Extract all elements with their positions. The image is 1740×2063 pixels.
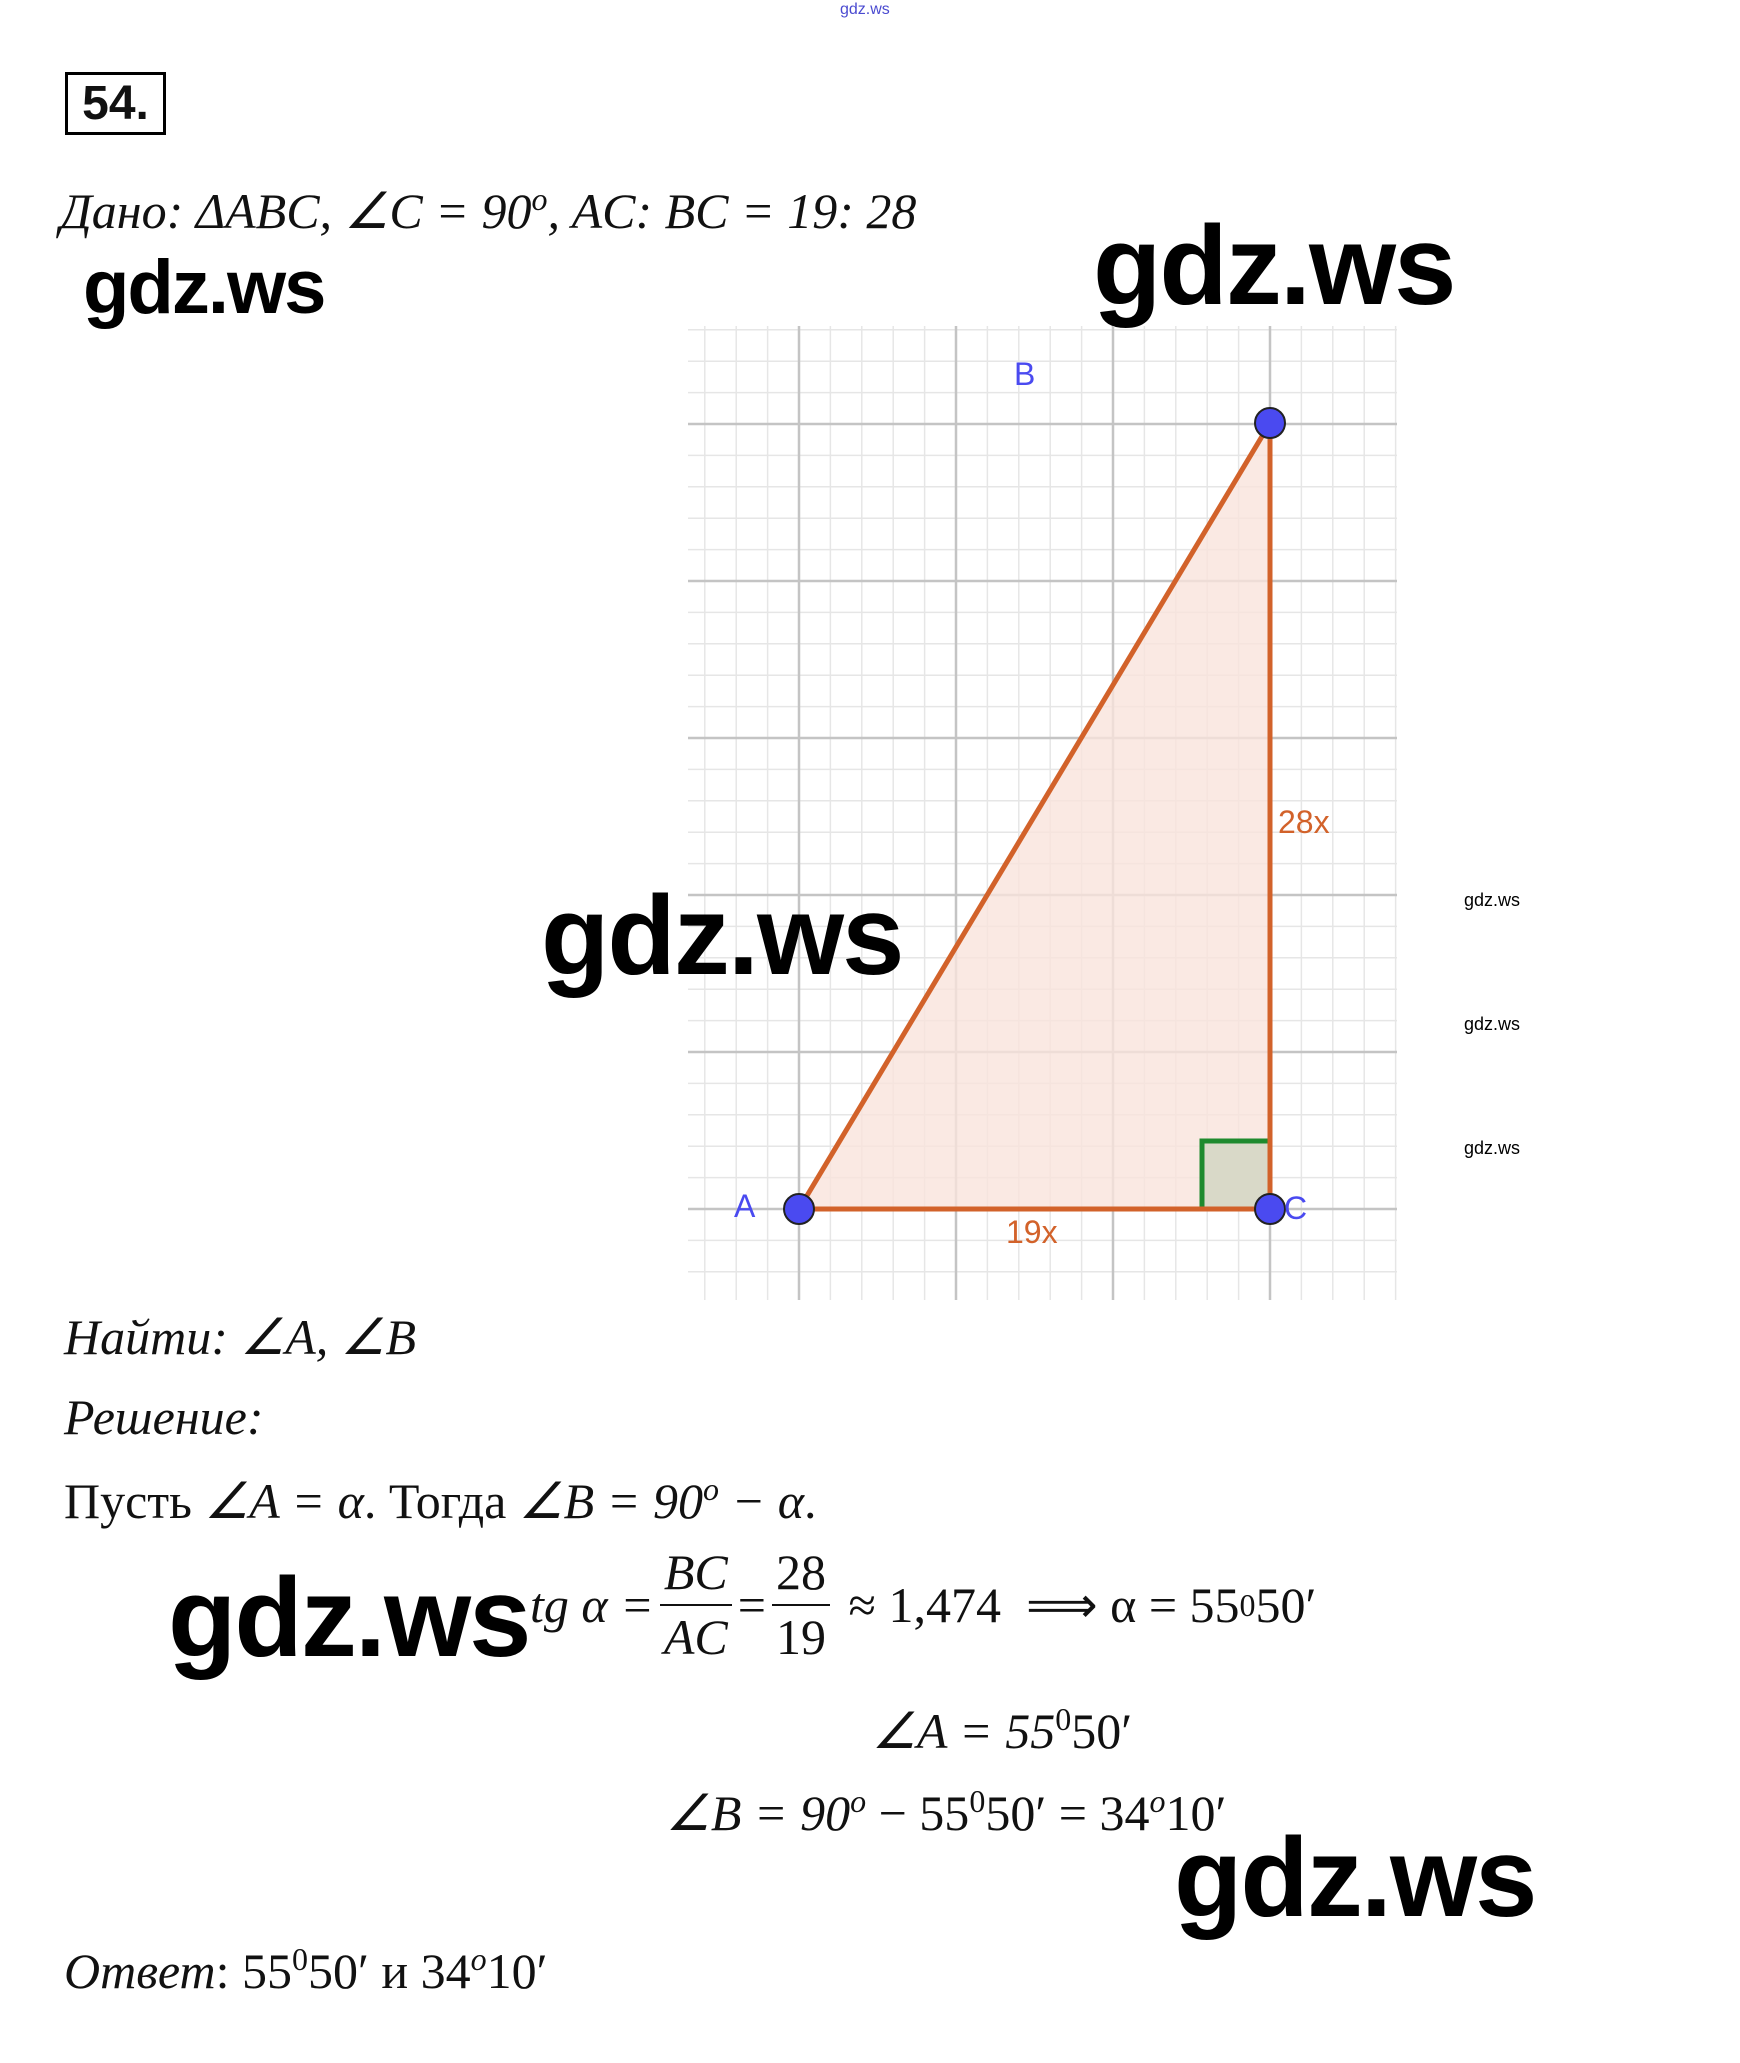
side-ab [796,421,1273,1211]
given-line: Дано: ΔABC, ∠C = 90o, AC: BC = 19: 28 [60,183,916,236]
label-a: A [734,1188,756,1224]
label-side-bc: 28x [1278,804,1330,840]
watermark-bottom-right: gdz.ws [1174,1815,1537,1940]
solution-colon: : [246,1389,264,1445]
given-text: : ΔABC, ∠C = 90 [166,183,532,239]
angle-b-t3: 50′ = 34 [985,1785,1150,1841]
angle-a-line: ∠A = 55050′ [872,1703,1132,1756]
answer-line: Ответ: 55050′ и 34o10′ [64,1943,548,1996]
angle-b-line: ∠B = 90o − 55050′ = 34o10′ [666,1785,1226,1838]
answer-label: Ответ [64,1943,216,1999]
angle-a-sup: 0 [1055,1701,1072,1737]
point-a [783,1193,815,1225]
watermark-side-3: gdz.ws [1464,1138,1521,1158]
fraction-bc-ac: BC AC [659,1544,732,1665]
answer-t1: : 55 [215,1943,292,1999]
answer-t3: 10′ [486,1943,548,1999]
fraction-28-19: 28 19 [772,1545,830,1665]
find-label: Найти [64,1309,212,1365]
answer-s1: 0 [291,1941,308,1977]
label-c: C [1284,1190,1308,1226]
watermark-left-top: gdz.ws [83,245,326,330]
watermark-side-1: gdz.ws [1464,890,1521,910]
watermark-right-top: gdz.ws [1093,203,1456,328]
problem-number: 54. [65,72,166,135]
find-line: Найти: ∠A, ∠B [64,1312,416,1362]
watermark-top: gdz.ws [840,1,890,18]
angle-a-text: ∠A = 55 [872,1703,1056,1759]
angle-b-s2: 0 [969,1783,986,1819]
angle-b-t1: ∠B = 90 [666,1785,851,1841]
watermark-center: gdz.ws [541,873,904,998]
given-label: Дано [60,183,167,239]
given-sup: o [531,181,548,217]
point-b [1254,407,1286,439]
solution-label: Решение [64,1389,247,1445]
let-sup: o [702,1471,719,1507]
find-text: : ∠A, ∠B [211,1309,417,1365]
watermark-formula-left: gdz.ws [168,1555,531,1680]
angle-b-t2: − 55 [866,1785,970,1841]
angle-a-rest: 50′ [1071,1703,1133,1759]
let-p2: ∠A = α [204,1473,364,1529]
triangle-figure [688,326,1397,1300]
label-side-ac: 19x [1006,1214,1058,1250]
let-p5: − α [718,1473,804,1529]
let-p6: . [803,1473,817,1529]
let-line: Пусть ∠A = α. Тогда ∠B = 90o − α. [64,1473,816,1526]
denominator: 19 [776,1609,826,1665]
angle-b-s1: o [850,1783,867,1819]
angle-b-s3: o [1149,1783,1166,1819]
tg-approx: ≈ 1,474 ⟹ α = 55 [836,1577,1240,1633]
let-p4: ∠B = 90 [518,1473,703,1529]
tg-rest: 50′ [1255,1577,1317,1633]
numerator: BC [663,1544,728,1600]
tg-line: tg α = BC AC = 28 19 ≈ 1,474 ⟹ α = 55 0 50′ [530,1545,1316,1665]
let-p1: Пусть [64,1473,205,1529]
tg-lhs: tg α = [530,1577,654,1633]
point-c [1254,1193,1286,1225]
answer-t2: 50′ и 34 [307,1943,471,1999]
given-text2: , AC: BC = 19: 28 [547,183,917,239]
answer-s2: o [470,1941,487,1977]
let-p3: . Тогда [363,1473,519,1529]
tg-eq: = [737,1577,766,1633]
numerator: 28 [776,1544,826,1600]
denominator: AC [663,1609,728,1665]
angle-b-t4: 10′ [1165,1785,1227,1841]
tg-sup: 0 [1239,1587,1256,1623]
label-b: B [1014,356,1036,392]
solution-heading: Решение: [64,1392,264,1442]
watermark-side-2: gdz.ws [1464,1014,1521,1034]
